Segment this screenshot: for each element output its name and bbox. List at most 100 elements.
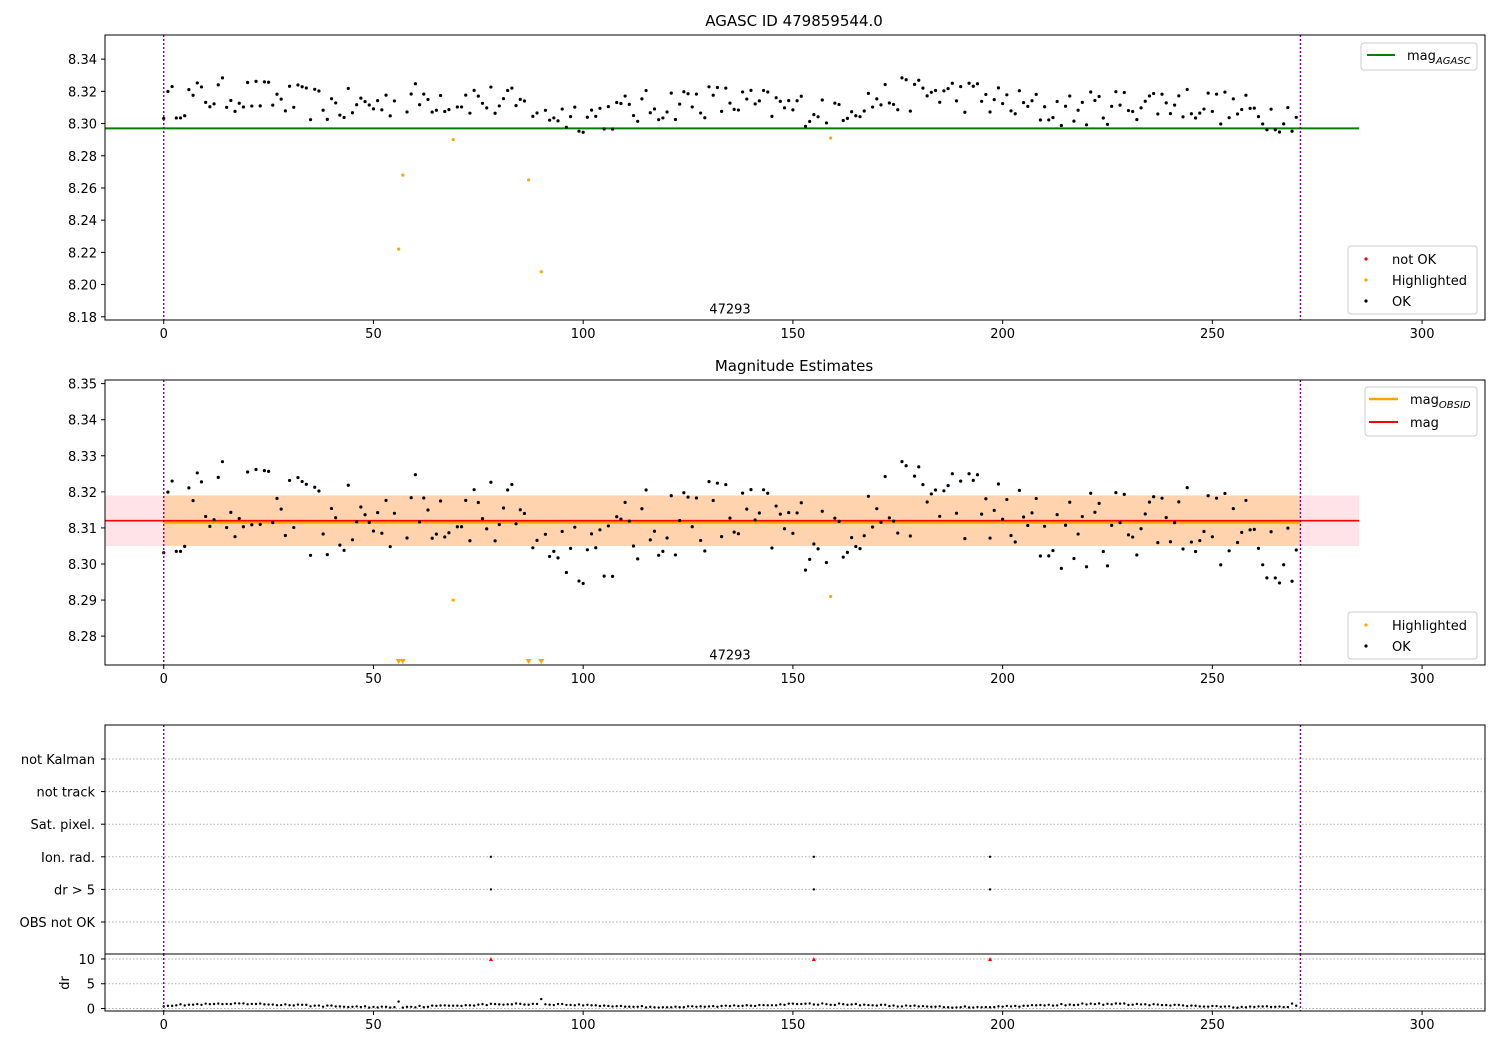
ok-point: [1164, 101, 1168, 105]
ok-point: [795, 99, 799, 103]
ok-point: [996, 86, 1001, 90]
ok-point: [1282, 122, 1286, 126]
dr-point: [1206, 1005, 1210, 1008]
ok-point: [334, 101, 338, 105]
ok-point: [573, 105, 577, 109]
dr-point: [640, 1004, 644, 1008]
ok-point: [535, 538, 539, 542]
ok-point: [816, 115, 820, 119]
ok-point: [1034, 92, 1038, 96]
ok-point: [837, 102, 841, 107]
dr-point: [1202, 1005, 1206, 1008]
ok-point: [808, 119, 812, 124]
y-tick-label: 8.29: [68, 594, 97, 609]
ok-point: [640, 507, 644, 511]
ok-point: [485, 106, 489, 110]
ok-point: [1269, 107, 1273, 111]
dr-point: [753, 1004, 757, 1008]
ok-point: [694, 496, 699, 500]
dr-point: [665, 1006, 669, 1009]
ok-point: [405, 536, 409, 540]
ok-point: [887, 516, 891, 520]
dr-point: [351, 1005, 354, 1008]
dr-ylabel: dr: [58, 976, 73, 990]
ok-point: [1110, 523, 1114, 527]
ok-point: [669, 91, 673, 95]
dr-point: [909, 1004, 912, 1008]
ok-point: [430, 536, 434, 540]
dr-point: [1248, 1005, 1252, 1008]
ok-point: [1076, 532, 1080, 536]
ok-point: [615, 515, 619, 519]
ok-point: [313, 87, 317, 91]
flags-panel: not Kalman not track Sat. pixel. Ion. rad. d…: [20, 724, 1486, 955]
ok-point: [464, 498, 468, 502]
dr-point: [317, 1004, 321, 1007]
ok-point: [610, 574, 615, 578]
dr-point: [242, 1002, 245, 1005]
dr-y-tick-label: 0: [87, 1003, 95, 1018]
ok-point: [325, 553, 329, 557]
dr-point: [175, 1004, 178, 1007]
ok-point: [183, 114, 187, 118]
dr-point: [292, 1004, 295, 1007]
ok-point: [975, 82, 980, 86]
legend-highlighted-2: Highlighted: [1392, 619, 1467, 634]
dr-point: [1253, 1005, 1256, 1009]
dr-point: [875, 1004, 878, 1007]
ok-point: [266, 80, 271, 84]
ok-point: [552, 116, 556, 120]
dr-point: [858, 1004, 862, 1007]
dr-point: [741, 1004, 744, 1008]
ok-point: [199, 480, 204, 484]
ok-point: [493, 111, 497, 115]
dr-point: [712, 1004, 715, 1008]
ok-point: [925, 500, 929, 504]
ok-point: [296, 83, 300, 87]
dr-point: [485, 1003, 488, 1007]
ok-point: [673, 117, 678, 122]
ok-point: [1114, 491, 1118, 495]
ok-point: [1026, 523, 1030, 528]
ok-point: [1181, 115, 1185, 119]
ok-point: [1152, 495, 1156, 499]
ok-point: [795, 511, 799, 515]
y-tick-label: 8.22: [68, 246, 97, 261]
ok-point: [774, 504, 778, 508]
ok-point: [1152, 91, 1156, 96]
ok-point: [1147, 500, 1152, 504]
dr-point: [703, 1005, 707, 1008]
ok-point: [300, 479, 304, 484]
ok-point: [459, 105, 464, 109]
ok-point: [678, 102, 682, 106]
flag-point: [812, 855, 816, 858]
ok-point: [1290, 579, 1294, 583]
dr-point: [850, 1003, 853, 1006]
ok-point: [900, 76, 904, 80]
ok-point: [1114, 90, 1118, 94]
dr-point: [418, 1004, 421, 1008]
dr-point: [1177, 1003, 1180, 1007]
ok-point: [384, 93, 388, 97]
dr-flag-marker: [811, 956, 816, 961]
ok-point: [1231, 506, 1235, 511]
ok-point: [237, 516, 241, 521]
ok-point: [648, 111, 652, 115]
dr-point: [284, 1003, 287, 1006]
legend-not-ok: not OK: [1392, 253, 1437, 268]
ok-point: [774, 96, 778, 100]
dr-point: [498, 1003, 501, 1006]
out-of-range-marker: [538, 659, 545, 664]
ok-point: [392, 99, 397, 103]
ok-point: [568, 546, 573, 550]
flag-label: dr > 5: [54, 883, 95, 898]
ok-point: [623, 94, 627, 98]
x-tick-label: 300: [1410, 327, 1435, 342]
ok-point: [619, 517, 623, 521]
dr-point: [1290, 1002, 1294, 1005]
ok-point: [1273, 576, 1277, 580]
ok-point: [329, 97, 334, 101]
ok-point: [510, 482, 514, 487]
ok-point: [1261, 563, 1265, 567]
y-tick-label: 8.33: [68, 450, 97, 465]
